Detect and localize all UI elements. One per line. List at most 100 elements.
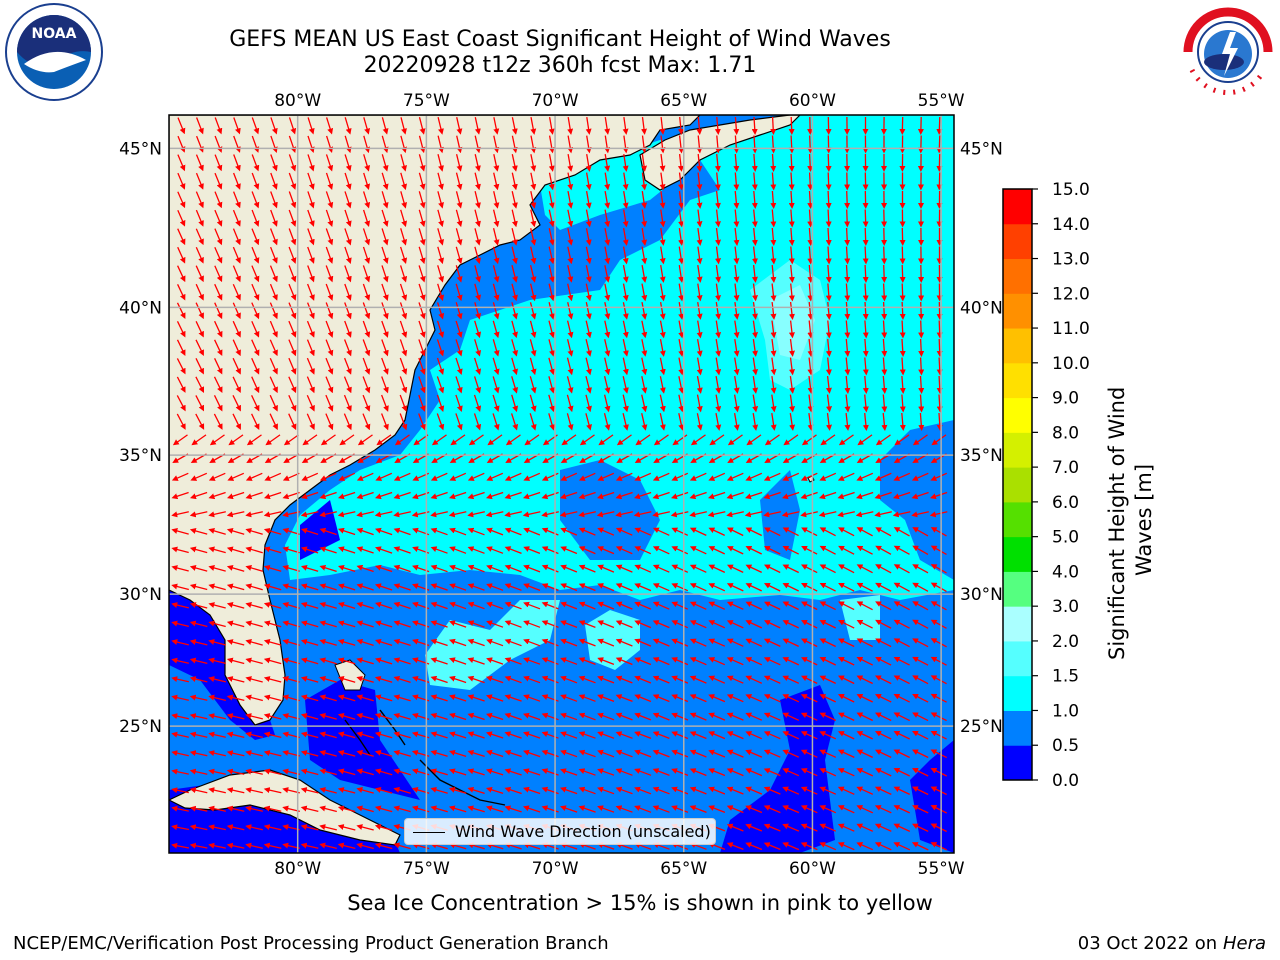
wind-arrow [232,283,241,301]
wind-arrow [325,394,334,412]
wind-arrow [733,339,740,357]
wind-arrow [548,394,555,413]
wind-arrow [715,283,722,302]
wind-arrow [807,357,814,376]
wind-arrow [788,264,795,283]
wind-arrow [604,246,611,265]
wind-arrow [344,283,352,301]
wind-arrow [881,375,888,394]
wind-arrow [579,434,595,446]
wind-arrow [678,320,685,339]
wind-arrow [604,117,611,135]
wind-arrow [899,264,906,283]
wind-arrow [641,227,648,246]
wind-arrow [585,320,592,339]
colorbar-label-line1: Significant Height of Wind [1105,387,1129,660]
land-north-america [169,115,701,726]
wind-arrow [493,191,500,209]
wind-arrow [269,302,278,320]
wind-arrow [659,283,666,302]
wind-arrow [825,357,832,376]
wind-arrow [530,228,537,246]
wind-arrow [437,191,444,209]
wind-arrow [195,246,204,264]
wind-arrow [862,264,869,283]
wind-arrow [492,339,500,357]
wind-arrow [566,339,574,357]
wind-arrow [232,246,241,264]
wind-arrow [399,265,408,283]
wind-arrow [245,491,263,500]
wind-arrow [362,376,371,394]
wind-arrow [195,154,204,172]
wind-arrow [301,472,319,481]
wind-arrow [708,472,726,481]
wind-arrow [881,412,888,431]
wind-arrow [548,302,555,320]
wind-arrow [567,153,574,172]
wind-arrow [936,320,943,339]
wind-arrow [208,472,226,481]
wind-arrow [715,357,722,376]
wind-arrow [195,117,204,135]
wind-arrow [931,434,947,446]
wind-arrow [622,154,629,172]
wind-arrow [560,472,578,481]
wind-arrow [474,117,481,135]
wind-arrow [715,228,721,246]
wind-arrow [529,283,537,302]
wind-arrow [251,302,260,320]
wind-arrow [400,191,407,209]
wind-arrow [381,228,389,246]
wind-arrow [936,412,943,431]
wind-arrow [894,434,910,446]
wind-arrow [455,172,463,191]
wind-arrow [343,357,352,375]
wind-arrow [455,413,463,431]
wind-arrow [511,394,519,413]
wind-arrow [511,172,518,191]
ocean-0.5-1-patch [760,470,800,560]
wind-arrow [251,357,260,375]
wind-arrow [825,338,832,357]
wind-arrow [320,434,336,446]
wind-arrow [678,228,685,246]
wind-arrow [678,209,685,228]
wind-arrow [214,228,223,246]
wind-arrow [418,394,426,412]
wind-arrow [801,434,817,446]
wind-arrow [530,191,537,209]
wind-arrow [604,190,611,209]
wind-arrow [696,209,703,228]
lon-label-bottom: 80°W [274,859,321,879]
wind-arrow [548,283,555,302]
wind-arrow [288,302,297,320]
wind-arrow [393,472,411,481]
wind-arrow [622,413,629,431]
wind-arrow [751,153,758,172]
wind-arrow [881,246,888,265]
wind-arrow [862,338,869,357]
wind-arrow [622,357,629,376]
wind-arrow [418,339,426,357]
wind-arrow [288,376,297,394]
wind-arrow [381,320,389,338]
wind-arrow [678,413,685,431]
wind-arrow [251,191,260,209]
wind-arrow [844,357,851,376]
wind-arrow [548,246,555,265]
wind-arrow [343,394,352,412]
wind-arrow [844,413,851,431]
wind-arrow [474,320,482,339]
wind-arrow [825,283,832,302]
wind-arrow [862,209,869,228]
wind-arrow [381,154,389,172]
wind-arrow [548,320,555,339]
wind-arrow [339,434,355,446]
wind-arrow [825,190,832,209]
wind-arrow [214,172,223,190]
wind-arrow [857,434,873,446]
wind-arrow [270,172,278,190]
wind-arrow [567,302,574,320]
wind-arrow [530,172,537,191]
